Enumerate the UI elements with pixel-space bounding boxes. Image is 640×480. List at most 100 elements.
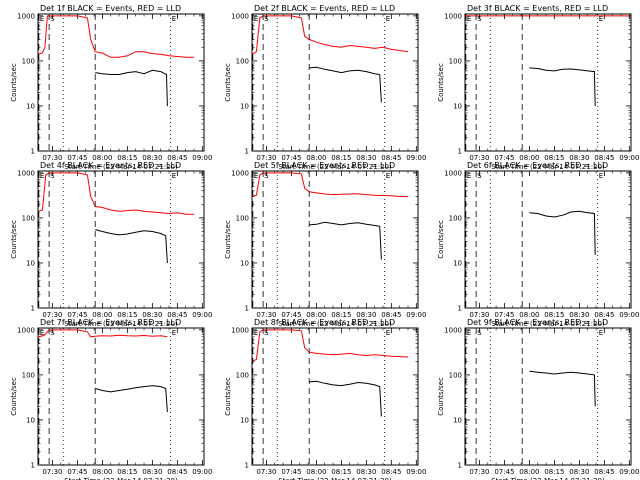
event-marker-label: E	[599, 329, 603, 337]
x-tick-label: 09:00	[619, 311, 639, 319]
plot-frame	[37, 327, 205, 466]
y-axis-label: Counts/sec	[437, 377, 445, 416]
x-tick-label: 08:15	[544, 468, 564, 476]
x-axis-label: Start Time (22-Mar-14 07:21:20)	[64, 163, 178, 171]
series-group	[252, 15, 409, 103]
x-tick-label: 08:00	[519, 311, 539, 319]
chart-panel-4: Det 4f BLACK = Events, RED = LLD 1 10 100 10…	[10, 161, 212, 328]
x-tick-label: 08:15	[117, 468, 137, 476]
x-axis-label: Start Time (22-Mar-14 07:21:20)	[278, 320, 392, 328]
x-axis-label: Start Time (22-Mar-14 07:21:20)	[64, 320, 178, 328]
event-marker-label: S	[264, 329, 269, 337]
x-tick-label: 09:00	[406, 154, 426, 162]
y-tick-label: 1	[31, 148, 35, 156]
x-tick-label: 08:30	[356, 154, 376, 162]
x-tick-label: 08:00	[92, 311, 112, 319]
y-tick-label: 1	[31, 462, 35, 470]
y-tick-label: 1	[245, 305, 249, 313]
x-tick-label: 07:45	[494, 468, 514, 476]
y-tick-label: 1000	[231, 12, 249, 20]
chart-panel-2: Det 2f BLACK = Events, RED = LLD 1 10 100 10…	[224, 4, 426, 171]
event-marker-label: E	[386, 172, 390, 180]
event-marker-label: S	[477, 15, 482, 23]
x-tick-label: 08:30	[569, 154, 589, 162]
series-lld-line	[38, 172, 194, 215]
x-tick-label: 08:15	[331, 311, 351, 319]
event-marker-label: E	[172, 15, 176, 23]
x-tick-label: 07:45	[67, 154, 87, 162]
y-tick-label: 1000	[17, 326, 35, 334]
x-tick-label: 08:45	[594, 468, 614, 476]
x-tick-label: 07:45	[494, 311, 514, 319]
plot-frame	[464, 170, 632, 309]
y-tick-label: 1000	[231, 169, 249, 177]
event-marker-label: E	[40, 15, 44, 23]
chart-title: Det 5f BLACK = Events, RED = LLD	[254, 161, 395, 170]
x-tick-label: 08:45	[381, 154, 401, 162]
x-tick-label: 09:00	[192, 154, 212, 162]
y-tick-label: 1000	[444, 169, 462, 177]
event-marker-label: E	[467, 15, 471, 23]
y-tick-label: 10	[453, 259, 462, 267]
y-tick-label: 10	[453, 416, 462, 424]
series-lld-line	[252, 15, 409, 55]
x-tick-label: 08:45	[167, 311, 187, 319]
series-events-line	[95, 385, 168, 413]
x-tick-label: 08:45	[381, 311, 401, 319]
series-events-line	[309, 221, 382, 260]
x-tick-label: 07:45	[494, 154, 514, 162]
series-events-line	[529, 67, 596, 107]
event-marker-label: E	[40, 329, 44, 337]
chart-title: Det 2f BLACK = Events, RED = LLD	[254, 4, 395, 13]
x-tick-label: 08:00	[92, 468, 112, 476]
x-tick-label: 07:30	[256, 468, 276, 476]
x-tick-label: 08:45	[381, 468, 401, 476]
series-events-line	[95, 229, 168, 264]
event-marker-label: S	[50, 15, 55, 23]
series-group	[38, 15, 194, 107]
series-lld-line	[252, 329, 409, 362]
series-group	[529, 370, 596, 407]
x-tick-label: 07:45	[281, 468, 301, 476]
x-tick-label: 09:00	[619, 468, 639, 476]
x-tick-label: 08:45	[594, 311, 614, 319]
series-lld-line	[252, 172, 409, 198]
chart-panel-7: Det 7f BLACK = Events, RED = LLD 1 10 100 10…	[10, 318, 212, 480]
x-tick-label: 08:15	[117, 154, 137, 162]
chart-title: Det 6f BLACK = Events, RED = LLD	[467, 161, 608, 170]
event-marker-label: E	[172, 329, 176, 337]
series-events-line	[529, 210, 596, 256]
y-tick-label: 100	[236, 57, 249, 65]
x-tick-label: 08:30	[569, 468, 589, 476]
x-tick-label: 08:15	[117, 311, 137, 319]
x-tick-label: 09:00	[619, 154, 639, 162]
chart-title: Det 8f BLACK = Events, RED = LLD	[254, 318, 395, 327]
x-tick-label: 07:30	[469, 468, 489, 476]
x-tick-label: 08:30	[142, 311, 162, 319]
x-tick-label: 07:45	[281, 154, 301, 162]
plot-frame	[464, 13, 632, 152]
x-axis-label: Start Time (22-Mar-14 07:21:20)	[278, 163, 392, 171]
chart-panel-6: Det 6f BLACK = Events, RED = LLD 1 10 100 10…	[437, 161, 639, 328]
y-tick-label: 1000	[231, 326, 249, 334]
y-tick-label: 100	[449, 371, 462, 379]
x-tick-label: 08:30	[142, 468, 162, 476]
y-tick-label: 10	[240, 259, 249, 267]
y-tick-label: 1000	[17, 169, 35, 177]
series-lld-line	[38, 329, 168, 338]
series-group	[465, 15, 630, 107]
y-tick-label: 100	[449, 214, 462, 222]
chart-title: Det 1f BLACK = Events, RED = LLD	[40, 4, 181, 13]
x-tick-label: 07:30	[256, 154, 276, 162]
y-tick-label: 100	[449, 57, 462, 65]
x-tick-label: 08:15	[544, 154, 564, 162]
plot-frame	[37, 13, 205, 152]
y-tick-label: 1000	[444, 326, 462, 334]
x-tick-label: 07:30	[42, 154, 62, 162]
chart-panel-5: Det 5f BLACK = Events, RED = LLD 1 10 100 10…	[224, 161, 426, 328]
y-tick-label: 1	[458, 148, 462, 156]
series-events-line	[95, 69, 168, 107]
x-tick-label: 09:00	[192, 311, 212, 319]
y-tick-label: 10	[240, 102, 249, 110]
